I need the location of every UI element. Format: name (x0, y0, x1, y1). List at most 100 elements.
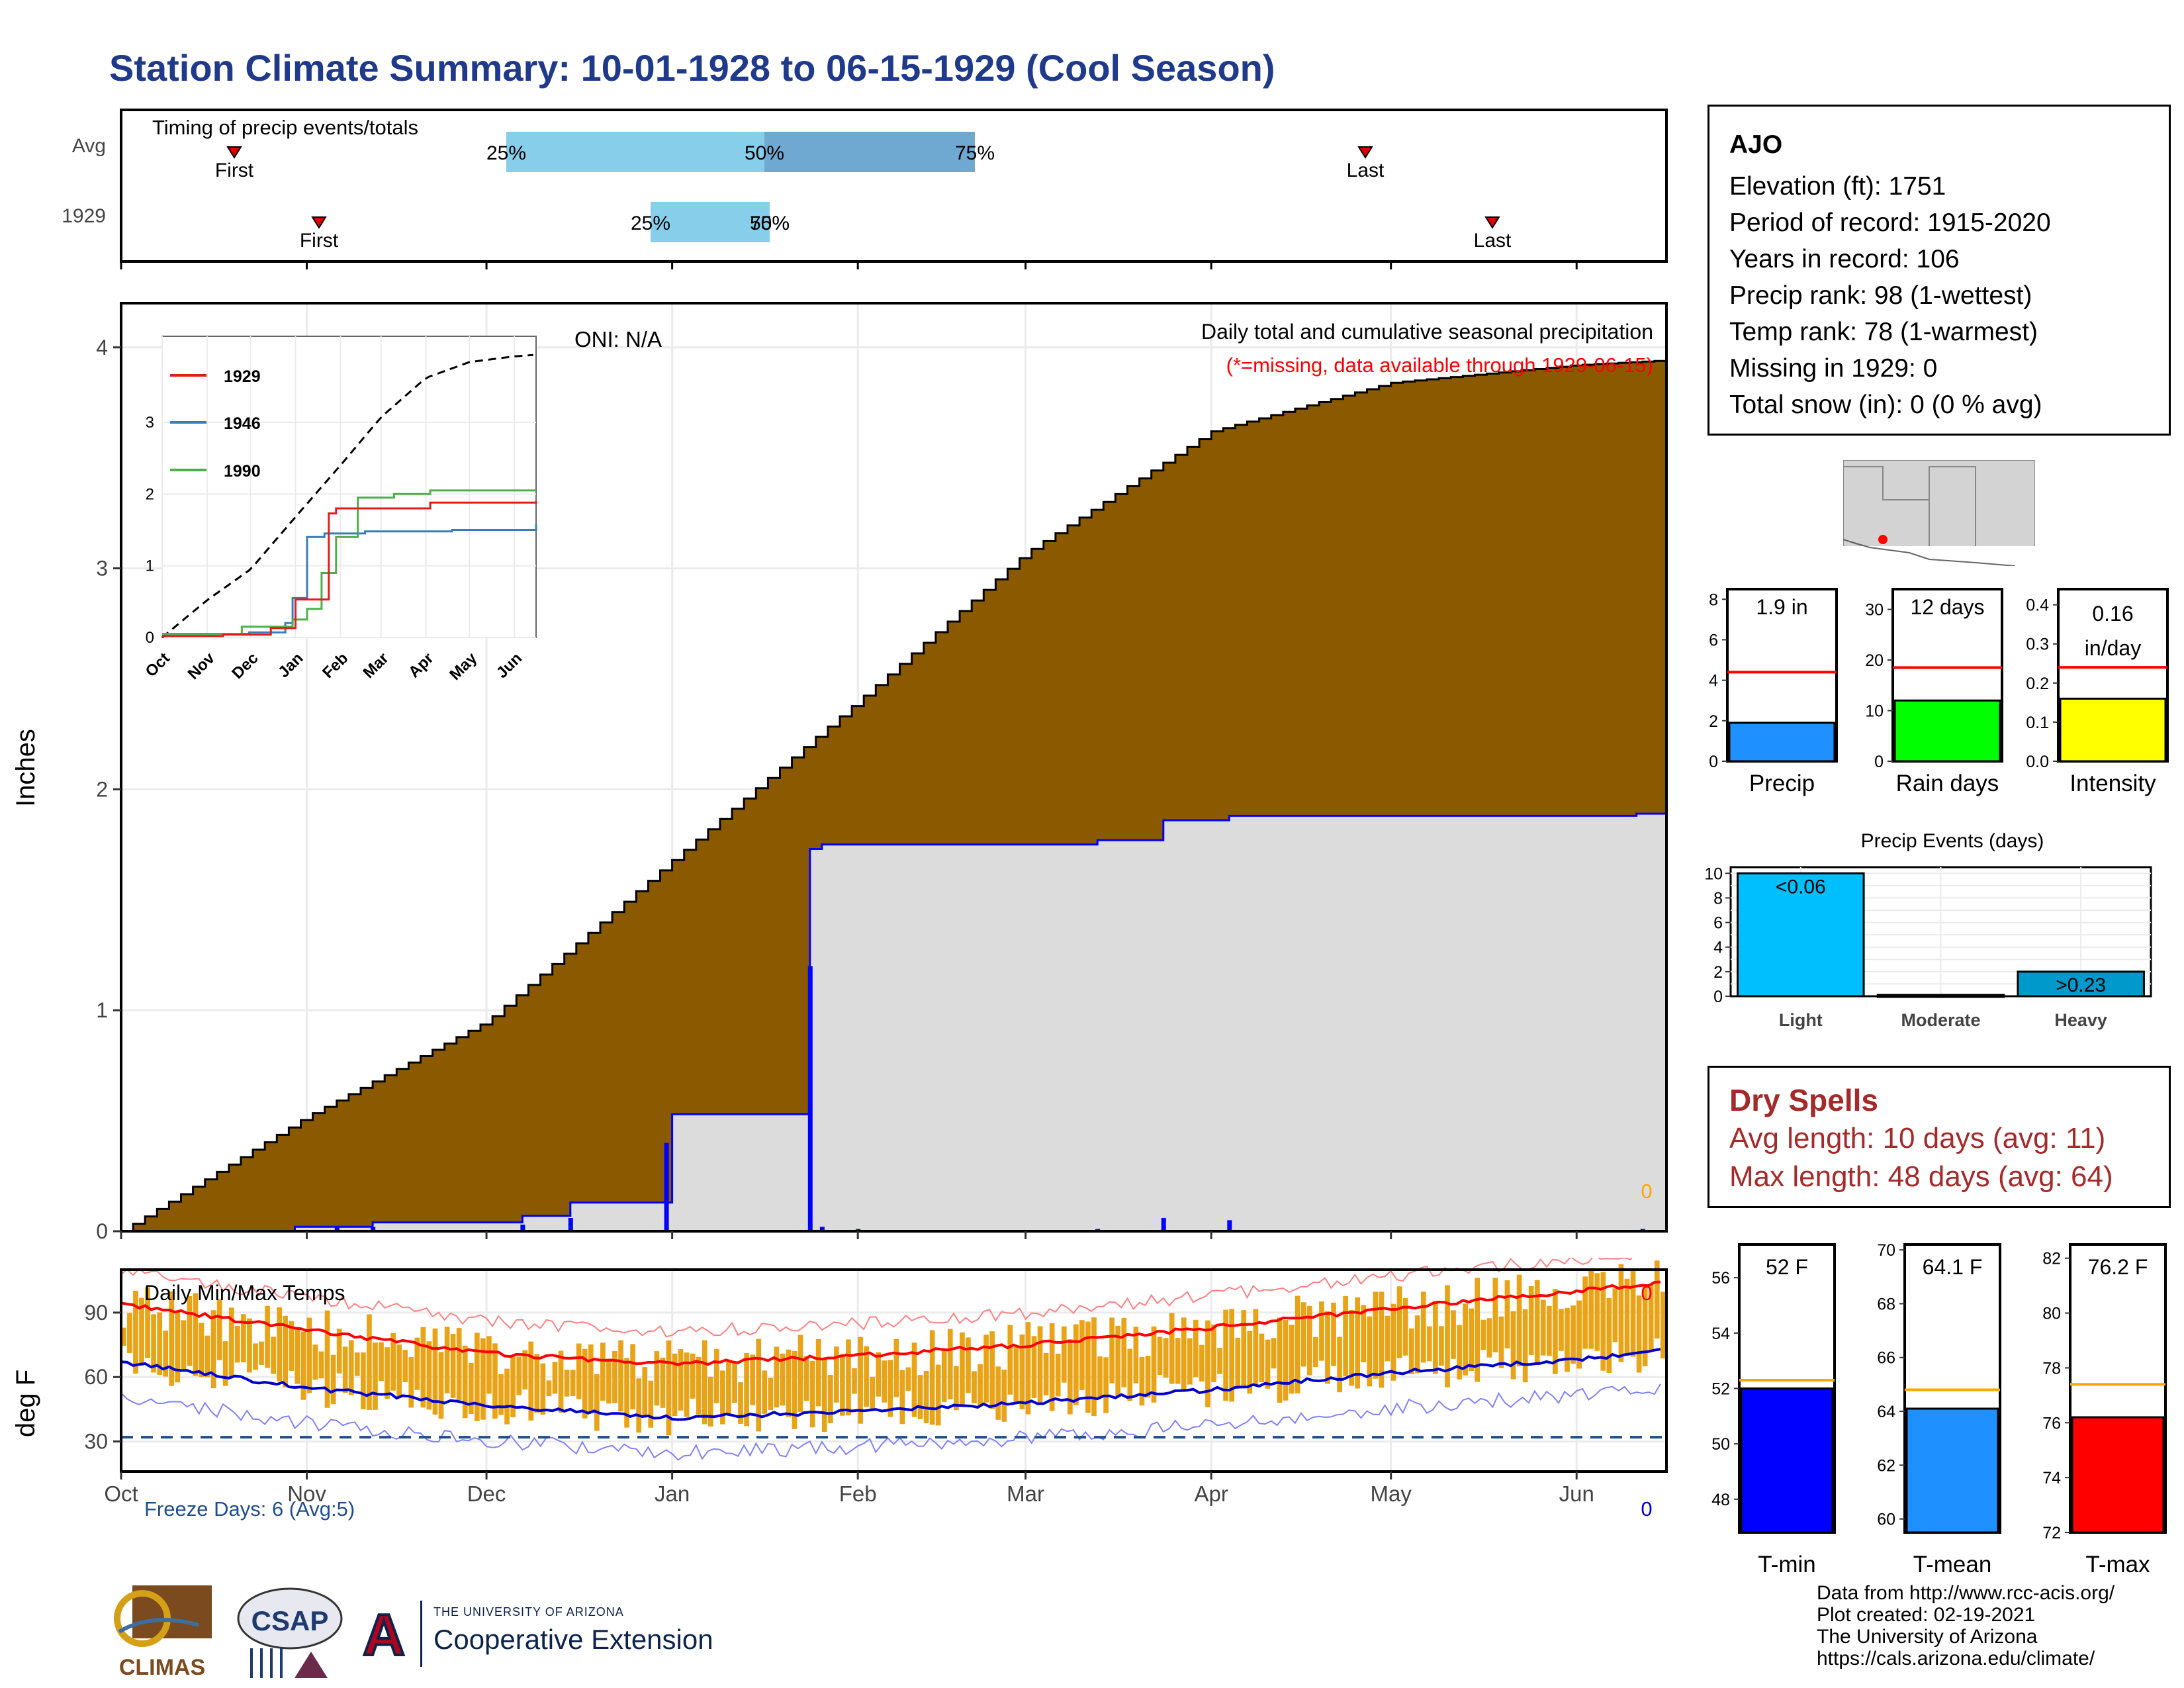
mexico-area (1843, 546, 2035, 566)
temp-range-bar (414, 1337, 420, 1390)
temp-y-axis-label: deg F (11, 1370, 40, 1437)
daily-precip-bar (568, 1217, 573, 1231)
month-axis-labels: Oct Nov Dec Jan Feb Mar Apr May Jun (104, 1472, 1594, 1506)
temp-bar-tick-label: 60 (1877, 1511, 1895, 1529)
temp-range-bar (1504, 1280, 1510, 1349)
temp-range-bar (522, 1350, 528, 1390)
temp-range-bar (1259, 1333, 1265, 1382)
temp-range-bar (1127, 1348, 1133, 1401)
mini-bar-tick-label: 0.1 (2026, 714, 2049, 732)
events-category-label: Heavy (2054, 1010, 2107, 1030)
temp-range-bar (1606, 1297, 1612, 1374)
temp-range-bar (193, 1293, 199, 1376)
temp-bar-value (1740, 1387, 1834, 1534)
max-record-count: 0 (1641, 1282, 1652, 1305)
csap-logo-mountain (295, 1652, 328, 1678)
year-q25-q75-bar (651, 202, 770, 242)
temp-range-bar (732, 1363, 737, 1403)
mini-bar-tick-label: 2 (1709, 712, 1718, 731)
temp-range-bar (390, 1333, 396, 1391)
temp-range-bar (1618, 1264, 1624, 1362)
temp-range-bar (1043, 1352, 1049, 1395)
temp-range-bar (1355, 1297, 1361, 1389)
temp-range-bar (954, 1366, 959, 1411)
daily-precip-bar (1161, 1217, 1166, 1231)
location-map (1843, 460, 2035, 566)
temp-bar-value (1905, 1407, 1999, 1534)
temp-range-bar (720, 1370, 725, 1425)
temp-range-bar (713, 1348, 719, 1403)
page-title: Station Climate Summary: 10-01-1928 to 0… (109, 47, 1275, 89)
temp-range-bar (827, 1375, 833, 1423)
temp-range-bar (295, 1328, 300, 1384)
temp-range-bar (1457, 1325, 1462, 1380)
temp-range-bar (576, 1343, 582, 1399)
temp-range-bar (271, 1336, 276, 1374)
missing-count: 0 (1641, 1180, 1652, 1203)
climas-logo-text: CLIMAS (119, 1655, 205, 1680)
daily-precip-bar (819, 1227, 825, 1231)
temp-range-bar (1169, 1313, 1175, 1384)
temp-range-bar (1306, 1305, 1312, 1376)
temp-range-bar (205, 1335, 210, 1378)
precip-y-tick-label: 4 (96, 336, 108, 359)
temp-range-bar (852, 1368, 857, 1394)
temp-range-bar (636, 1378, 642, 1433)
temp-range-bar (1181, 1317, 1187, 1392)
month-label: Dec (467, 1481, 506, 1506)
temp-range-bar (929, 1330, 935, 1425)
temp-range-bar (480, 1338, 486, 1420)
daily-precip-bar (520, 1224, 525, 1231)
temp-range-bar (768, 1378, 774, 1411)
temp-range-bar (1636, 1295, 1642, 1373)
temp-range-bar (630, 1344, 635, 1410)
temp-range-bar (1414, 1315, 1420, 1374)
temp-range-bar (666, 1340, 672, 1436)
credit-line-4: https://cals.arizona.edu/climate/ (1817, 1648, 2095, 1669)
temp-range-bar (169, 1291, 175, 1386)
temp-bar-labels: T-min T-mean T-max (1758, 1552, 2150, 1577)
temp-range-bar (1492, 1278, 1498, 1352)
inset-y-tick-label: 0 (146, 629, 154, 647)
mini-bar-label: Precip (1749, 771, 1815, 796)
year-q25-label: 25% (631, 212, 670, 234)
temp-range-bar (882, 1360, 887, 1403)
inset-y-tick-label: 2 (146, 485, 154, 503)
temp-range-bar (228, 1307, 234, 1378)
temp-range-bar (181, 1320, 187, 1370)
temp-range-bar (1223, 1309, 1228, 1401)
temp-range-bar (1121, 1317, 1127, 1387)
csap-logo: CSAP (237, 1587, 343, 1678)
temp-range-bar (163, 1331, 169, 1377)
precip-caption: Daily total and cumulative seasonal prec… (1201, 320, 1653, 344)
temp-bar-value-label: 52 F (1766, 1255, 1808, 1279)
record-min-line (120, 1383, 1661, 1461)
events-bar (1737, 872, 1865, 998)
avg-q75-label: 75% (955, 142, 995, 164)
precip-panel: Inches 0 1 2 3 4 ONI: N/A Daily total and cu… (11, 302, 1668, 1243)
temp-range-bar (1582, 1276, 1588, 1349)
temp-range-bar (1079, 1320, 1085, 1390)
credit-line-1: Data from http://www.rcc-acis.org/ (1817, 1582, 2115, 1604)
dry-spells-max: Max length: 48 days (avg: 64) (1729, 1160, 2113, 1193)
temp-range-bar (1445, 1285, 1450, 1387)
events-tick-label: 6 (1713, 914, 1723, 933)
temp-range-bar (1300, 1302, 1306, 1367)
temp-range-bar (540, 1363, 546, 1415)
month-label: Nov (287, 1481, 326, 1506)
temp-range-bar (1600, 1272, 1606, 1371)
temp-range-bar (253, 1343, 258, 1370)
temp-range-bar (726, 1361, 731, 1415)
temp-range-bar (612, 1351, 617, 1403)
temp-range-bar (1486, 1318, 1492, 1358)
temp-range-bar (312, 1344, 318, 1380)
events-bar-label: >0.23 (2056, 974, 2106, 996)
temp-range-bar (648, 1380, 654, 1428)
mini-bar-tick-label: 4 (1709, 672, 1718, 690)
events-bar (2017, 970, 2145, 998)
timing-label: Timing of precip events/totals (152, 116, 418, 139)
dry-spells-title: Dry Spells (1729, 1083, 1878, 1117)
temp-range-bar (624, 1358, 629, 1428)
temp-range-bar (815, 1338, 821, 1407)
temp-bar-tick-label: 76 (2042, 1414, 2061, 1432)
